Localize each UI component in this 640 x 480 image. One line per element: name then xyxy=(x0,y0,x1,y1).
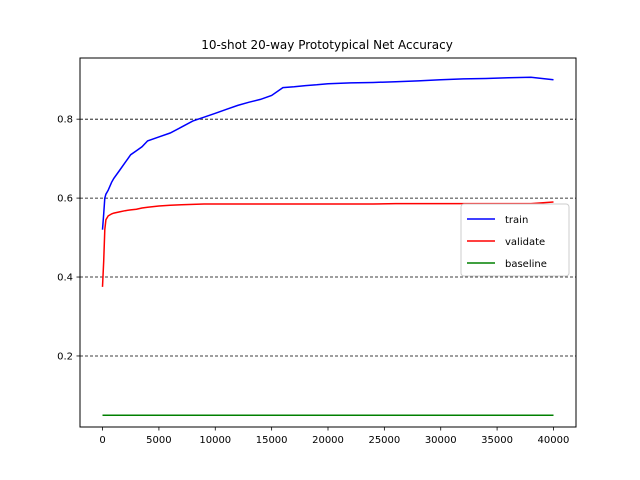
x-tick-label: 30000 xyxy=(425,435,457,446)
x-tick-label: 25000 xyxy=(368,435,400,446)
series-line-train xyxy=(101,76,554,230)
y-tick-label: 0.2 xyxy=(57,351,73,362)
legend-label-train: train xyxy=(505,215,528,226)
series-lines xyxy=(101,76,554,416)
y-tick-label: 0.8 xyxy=(57,115,73,126)
x-axis: 0 5000 10000 15000 20000 25000 30000 35000 40000 xyxy=(99,427,569,446)
x-tick-label: 0 xyxy=(99,435,105,446)
grid-lines xyxy=(80,118,576,357)
chart-title: 10-shot 20-way Prototypical Net Accuracy xyxy=(201,38,453,52)
x-tick-label: 40000 xyxy=(538,435,570,446)
x-tick-label: 15000 xyxy=(256,435,288,446)
series-line-validate xyxy=(101,201,554,287)
x-tick-label: 35000 xyxy=(481,435,513,446)
y-tick-label: 0.6 xyxy=(57,194,73,205)
y-tick-label: 0.4 xyxy=(57,273,73,284)
x-tick-label: 10000 xyxy=(199,435,231,446)
legend-label-baseline: baseline xyxy=(505,259,547,270)
x-tick-label: 5000 xyxy=(146,435,171,446)
y-axis: 0.2 0.4 0.6 0.8 xyxy=(57,115,80,362)
x-tick-label: 20000 xyxy=(312,435,344,446)
legend-label-validate: validate xyxy=(505,237,545,248)
legend: train validate baseline xyxy=(460,203,570,277)
legend-box xyxy=(460,203,570,277)
